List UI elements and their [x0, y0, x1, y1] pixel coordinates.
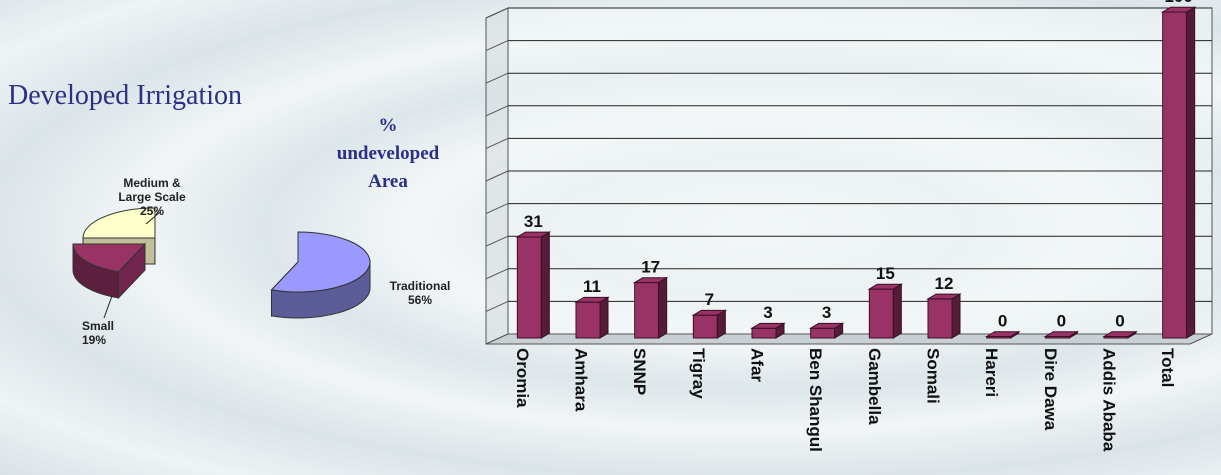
bar-value-label: 3 — [763, 303, 772, 322]
pie-chart: Medium & Large Scale 25% Small 19% Traditiona… — [72, 176, 451, 347]
bar-value-label: 17 — [641, 258, 660, 277]
bar-value-label: 0 — [1057, 312, 1066, 331]
bar — [750, 322, 786, 339]
subtitle-line-1: % — [378, 115, 398, 136]
bar-value-label: 31 — [524, 212, 543, 231]
bar-front — [751, 327, 777, 339]
category-label: SNNP — [630, 348, 649, 395]
pie-leader-line — [103, 295, 113, 319]
bar — [1102, 330, 1138, 339]
bar-top — [574, 296, 610, 303]
bar — [926, 293, 962, 339]
gridline-side — [485, 203, 509, 215]
bar-chart: 31 Oromia 11 Amhara 17 SNNP 7 Tigray 3 Afar 3 Ben S… — [485, 0, 1213, 452]
subtitle-line-3: Area — [368, 171, 408, 192]
pie-slice-top — [82, 207, 156, 239]
bar — [1160, 6, 1197, 339]
bar-front — [634, 282, 660, 339]
pie-slice-label: Medium & Large Scale 25% — [118, 176, 186, 218]
chart-floor — [485, 333, 1213, 345]
gridline-side — [485, 72, 509, 84]
pie-slice-top — [270, 231, 371, 293]
gridline-side — [485, 40, 509, 52]
bar-side — [540, 231, 550, 339]
bar-front — [692, 314, 718, 339]
bar-side — [1186, 6, 1196, 339]
bar-front — [516, 236, 542, 339]
gridline-side — [485, 235, 509, 247]
bar-side — [599, 296, 609, 339]
bar-value-label: 12 — [935, 274, 954, 293]
gridline-side — [485, 300, 509, 312]
bar-side — [951, 293, 961, 339]
category-label: Afar — [748, 348, 767, 382]
bar-side — [892, 283, 902, 339]
bar-top — [691, 309, 728, 316]
pie-slice-top — [72, 243, 147, 273]
gridline-side — [485, 268, 509, 280]
gridline-side — [485, 105, 509, 117]
pie-slice-label: Small 19% — [82, 319, 114, 347]
bar — [632, 276, 669, 339]
chart-subtitle: % undeveloped Area — [318, 112, 458, 196]
bar — [808, 322, 845, 339]
bar-top — [984, 331, 1021, 337]
gridline-side — [485, 7, 509, 19]
category-label: Gambella — [865, 348, 884, 425]
category-label: Somali — [924, 348, 943, 404]
bar — [691, 309, 728, 339]
pie-leader-line — [145, 211, 161, 225]
category-label: Hareri — [982, 348, 1001, 397]
bar-value-label: 100 — [1164, 0, 1192, 6]
bar — [574, 296, 610, 339]
bar — [1043, 330, 1080, 339]
pie-slice-label: Traditional 56% — [390, 279, 451, 307]
bar — [515, 231, 552, 339]
gridline-side — [485, 137, 509, 149]
bar — [984, 330, 1021, 339]
category-label: Tigray — [689, 348, 708, 399]
category-label: Dire Dawa — [1041, 348, 1060, 431]
bar-top — [926, 293, 962, 300]
bar-value-label: 0 — [1115, 312, 1124, 331]
subtitle-line-2: undeveloped — [336, 143, 440, 164]
category-label: Oromia — [513, 348, 532, 408]
bar-top — [515, 231, 552, 238]
bar-value-label: 7 — [705, 290, 714, 309]
bar-top — [1043, 331, 1080, 337]
bar-front — [927, 298, 953, 339]
bar-value-label: 11 — [583, 277, 601, 296]
bar-side — [658, 276, 668, 339]
bar-value-label: 15 — [876, 264, 895, 283]
category-label: Total — [1158, 348, 1177, 387]
bar-front — [810, 327, 836, 339]
bar-top — [632, 277, 669, 284]
bar-value-label: 3 — [822, 303, 831, 322]
bar-front — [1162, 11, 1188, 339]
category-label: Amhara — [572, 348, 591, 412]
bar-top — [750, 322, 786, 329]
gridline-side — [485, 170, 509, 182]
bar-top — [808, 322, 845, 329]
bar-top — [1160, 6, 1197, 13]
bar — [867, 283, 904, 339]
category-label: Addis Ababa — [1100, 348, 1119, 452]
bar-top — [1102, 331, 1138, 337]
bar-front — [575, 301, 601, 339]
category-label: Ben Shangul — [806, 348, 825, 452]
slide-title: Developed Irrigation — [8, 80, 243, 111]
bar-value-label: 0 — [998, 312, 1007, 331]
bar-front — [868, 288, 894, 339]
bar-top — [867, 283, 904, 290]
